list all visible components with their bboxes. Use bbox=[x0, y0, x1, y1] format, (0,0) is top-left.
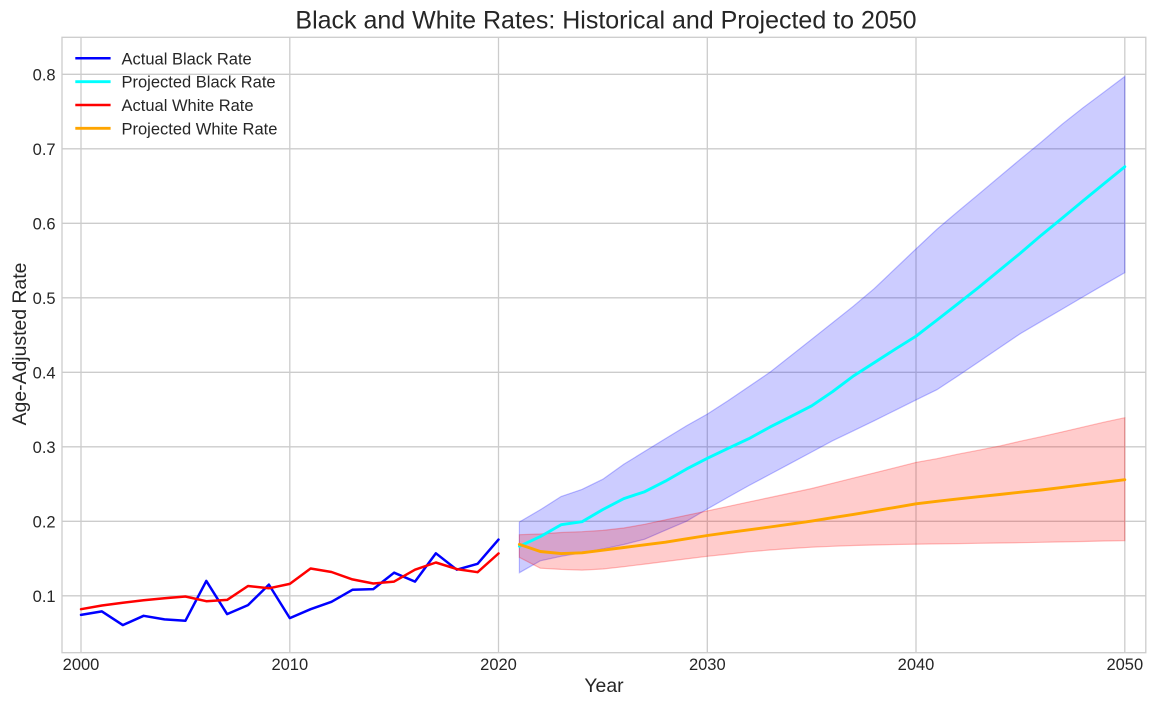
svg-text:Actual Black Rate: Actual Black Rate bbox=[122, 50, 252, 68]
svg-text:0.7: 0.7 bbox=[33, 141, 56, 159]
svg-text:0.1: 0.1 bbox=[33, 588, 56, 606]
svg-text:2010: 2010 bbox=[271, 656, 308, 674]
svg-text:0.6: 0.6 bbox=[33, 215, 56, 233]
svg-text:Actual White Rate: Actual White Rate bbox=[122, 97, 254, 115]
svg-text:Black and White Rates: Histori: Black and White Rates: Historical and Pr… bbox=[295, 6, 916, 34]
svg-text:Year: Year bbox=[584, 675, 624, 697]
svg-text:0.8: 0.8 bbox=[33, 66, 56, 84]
svg-text:2050: 2050 bbox=[1106, 656, 1143, 674]
svg-text:2040: 2040 bbox=[898, 656, 935, 674]
svg-text:Projected Black Rate: Projected Black Rate bbox=[122, 74, 276, 92]
svg-text:0.5: 0.5 bbox=[33, 290, 56, 308]
svg-text:Age-Adjusted Rate: Age-Adjusted Rate bbox=[9, 263, 31, 426]
svg-text:0.3: 0.3 bbox=[33, 439, 56, 457]
svg-text:0.2: 0.2 bbox=[33, 513, 56, 531]
svg-text:2030: 2030 bbox=[689, 656, 726, 674]
svg-text:2000: 2000 bbox=[63, 656, 100, 674]
svg-text:0.4: 0.4 bbox=[33, 364, 56, 382]
svg-text:Projected White Rate: Projected White Rate bbox=[122, 120, 278, 138]
svg-text:2020: 2020 bbox=[480, 656, 517, 674]
